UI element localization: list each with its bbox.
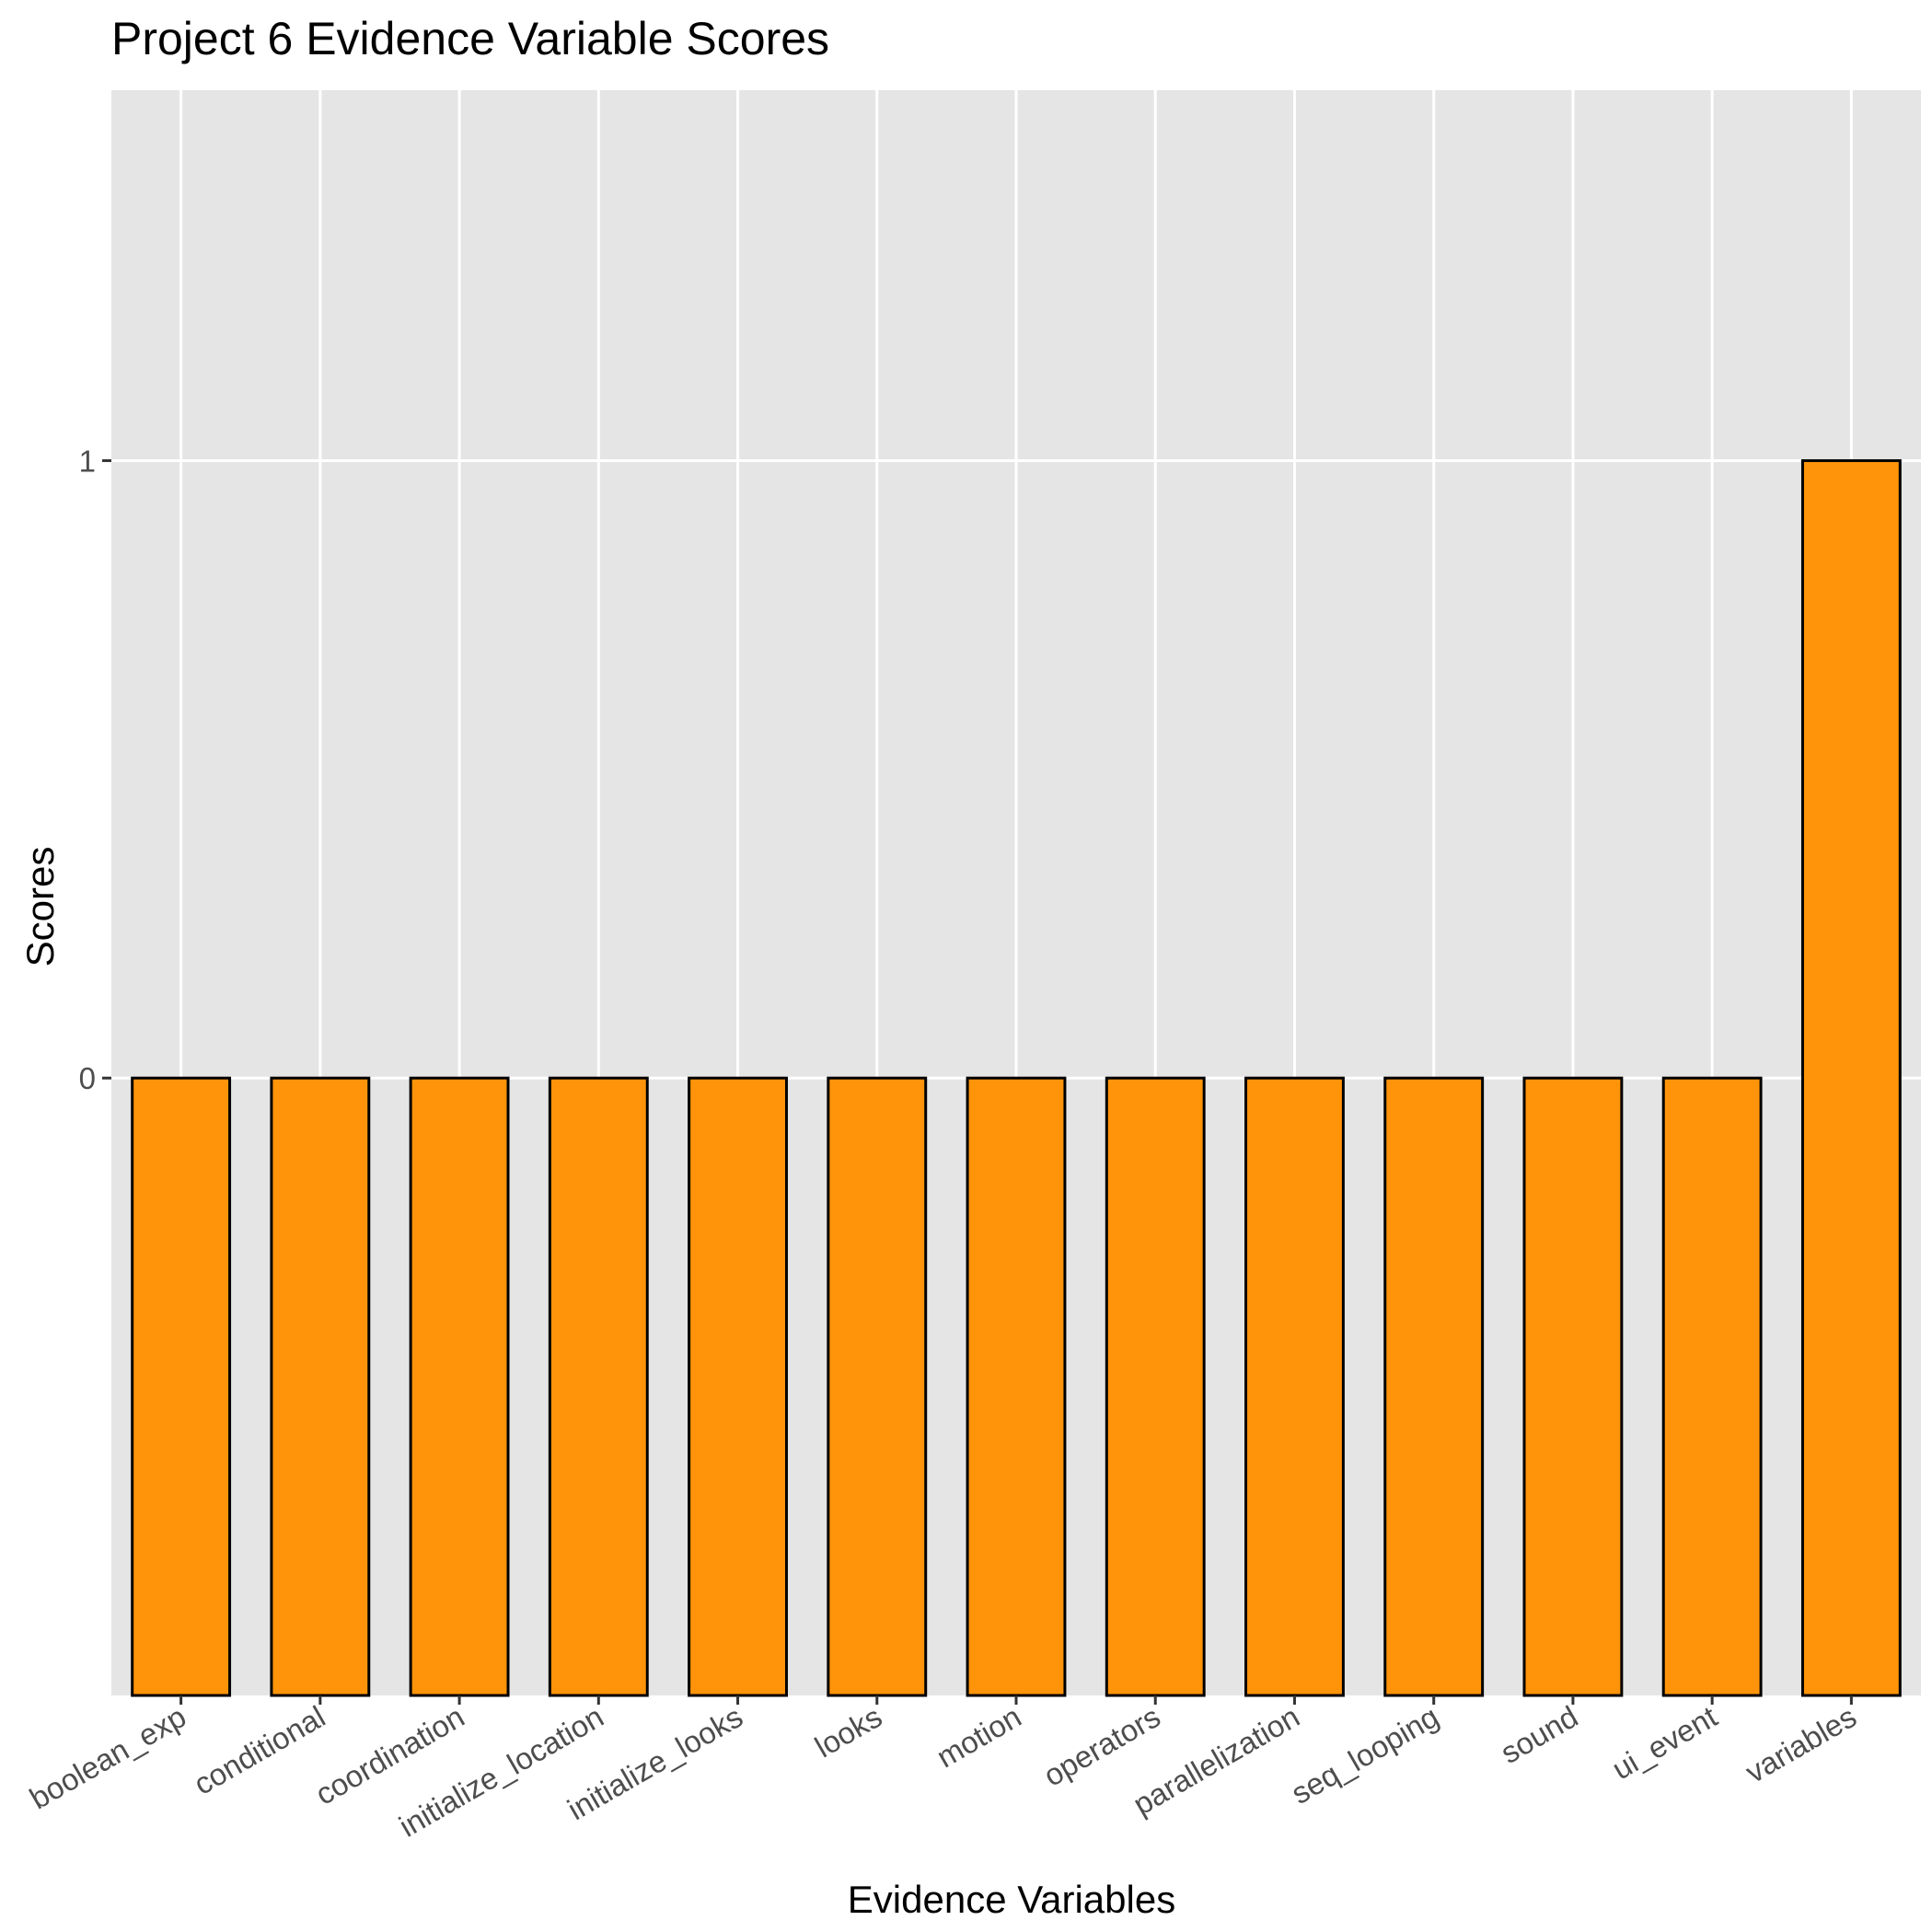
- bars: [131, 458, 1902, 1697]
- bar-ui_event: [1661, 1076, 1763, 1697]
- x-tick-label: boolean_exp: [24, 1699, 191, 1816]
- x-tick-label: operators: [1037, 1699, 1165, 1793]
- bar-boolean_exp: [131, 1076, 232, 1697]
- bar-variables: [1800, 458, 1902, 1697]
- x-tick-label: motion: [931, 1699, 1026, 1775]
- x-tick-label: sound: [1495, 1699, 1583, 1770]
- x-tick-label: ui_event: [1606, 1699, 1723, 1786]
- bar-seq_looping: [1383, 1076, 1485, 1697]
- bar-motion: [966, 1076, 1067, 1697]
- y-tick-label: 0: [79, 1061, 96, 1095]
- bar-conditional: [270, 1076, 371, 1697]
- y-tick-label: 1: [79, 444, 96, 478]
- chart-title: Project 6 Evidence Variable Scores: [111, 13, 829, 64]
- x-tick-label: variables: [1740, 1699, 1862, 1789]
- bar-parallelization: [1244, 1076, 1345, 1697]
- bar-coordination: [409, 1076, 510, 1697]
- bar-initialize_looks: [688, 1076, 788, 1697]
- x-tick-label: looks: [809, 1699, 887, 1764]
- bar-sound: [1522, 1076, 1624, 1697]
- bar-looks: [827, 1076, 928, 1697]
- bar-operators: [1105, 1076, 1206, 1697]
- x-tick-label: seq_looping: [1286, 1699, 1445, 1811]
- x-axis-title: Evidence Variables: [848, 1878, 1175, 1921]
- x-tick-label: conditional: [188, 1699, 330, 1801]
- y-axis-title: Scores: [18, 847, 62, 967]
- bar-initialize_location: [548, 1076, 649, 1697]
